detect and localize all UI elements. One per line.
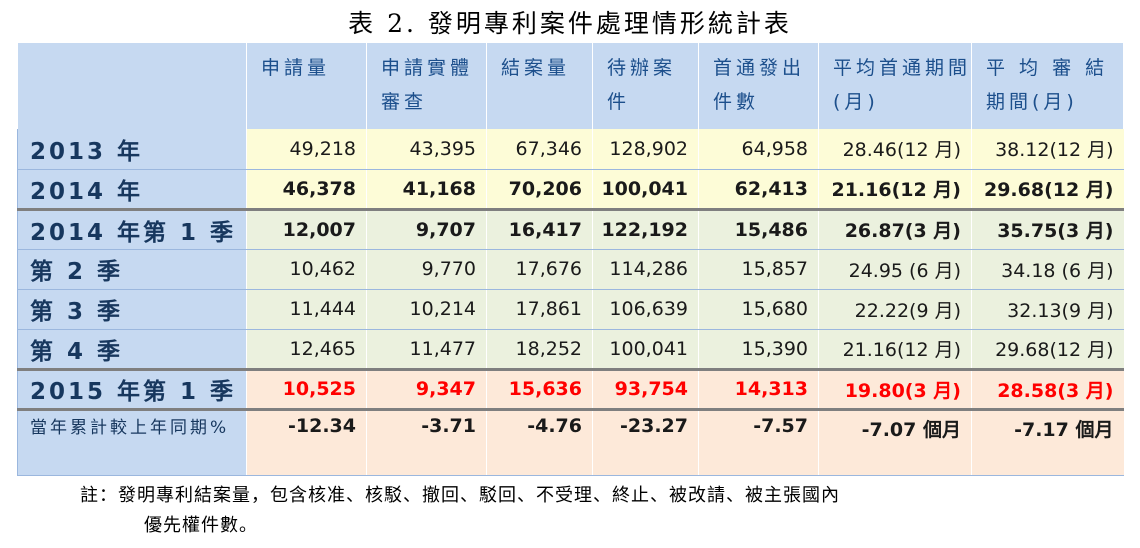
table-cell: -7.17 個月 [971, 407, 1124, 476]
table-row: 2014 年第 1 季 12,007 9,707 16,417 122,192 … [17, 207, 1124, 250]
footnote: 註：發明專利結案量，包含核准、核駁、撤回、駁回、不受理、終止、被改請、被主張國內… [80, 481, 1120, 541]
table-cell: 29.68(12 月) [971, 169, 1124, 210]
table-row: 第 4 季 12,465 11,477 18,252 100,041 15,39… [17, 329, 1124, 370]
table-cell: -7.07 個月 [818, 407, 972, 476]
header-closed-cases: 結案量 [486, 43, 593, 129]
table-cell: 11,444 [246, 289, 367, 330]
table-cell: 21.16(12 月) [818, 169, 972, 210]
table-row: 第 3 季 11,444 10,214 17,861 106,639 15,68… [17, 289, 1124, 330]
table-cell: 67,346 [486, 129, 593, 170]
row-label: 2014 年第 1 季 [17, 207, 247, 250]
table-cell: 38.12(12 月) [971, 129, 1124, 170]
header-exam-requests: 申請實體審查 [366, 43, 487, 129]
table-cell: 128,902 [592, 129, 699, 170]
table-row: 2015 年第 1 季 10,525 9,347 15,636 93,754 1… [17, 367, 1124, 410]
table-cell: 15,636 [486, 367, 593, 410]
row-label: 第 4 季 [17, 329, 247, 370]
table-cell: 32.13(9 月) [971, 289, 1124, 330]
table-row: 第 2 季 10,462 9,770 17,676 114,286 15,857… [17, 249, 1124, 290]
table-cell: 12,465 [246, 329, 367, 370]
table-cell: 16,417 [486, 207, 593, 250]
table-row: 當年累計較上年同期% -12.34 -3.71 -4.76 -23.27 -7.… [17, 407, 1124, 476]
table-cell: 43,395 [366, 129, 487, 170]
table-cell: 21.16(12 月) [818, 329, 972, 370]
header-avg-first-action-period: 平均首通期間(月) [818, 43, 972, 129]
table-cell: 15,390 [698, 329, 819, 370]
table-cell: 28.58(3 月) [971, 367, 1124, 410]
table-cell: 22.22(9 月) [818, 289, 972, 330]
table-cell: 29.68(12 月) [971, 329, 1124, 370]
header-avg-disposal-period: 平 均 審 結期間(月) [971, 43, 1124, 129]
row-label: 2014 年 [17, 169, 247, 210]
table-cell: 93,754 [592, 367, 699, 410]
table-title: 表 2. 發明專利案件處理情形統計表 [348, 9, 792, 38]
table-cell: 70,206 [486, 169, 593, 210]
table-row: 2013 年 49,218 43,395 67,346 128,902 64,9… [17, 129, 1124, 170]
table-cell: 122,192 [592, 207, 699, 250]
table-cell: 9,770 [366, 249, 487, 290]
footnote-line-2: 優先權件數。 [144, 515, 258, 536]
table-cell: 15,680 [698, 289, 819, 330]
table-cell: 100,041 [592, 329, 699, 370]
table-cell: 15,486 [698, 207, 819, 250]
table-cell: 64,958 [698, 129, 819, 170]
table-cell: 46,378 [246, 169, 367, 210]
table-cell: -4.76 [486, 407, 593, 476]
table-cell: 15,857 [698, 249, 819, 290]
table-cell: 17,676 [486, 249, 593, 290]
table-cell: -3.71 [366, 407, 487, 476]
table-cell: 10,462 [246, 249, 367, 290]
table-cell: 9,707 [366, 207, 487, 250]
header-corner [17, 43, 247, 129]
table-cell: 17,861 [486, 289, 593, 330]
table-cell: 35.75(3 月) [971, 207, 1124, 250]
table-cell: 62,413 [698, 169, 819, 210]
table-cell: -7.57 [698, 407, 819, 476]
table-cell: 100,041 [592, 169, 699, 210]
table-cell: 9,347 [366, 367, 487, 410]
table-cell: 28.46(12 月) [818, 129, 972, 170]
table-cell: 106,639 [592, 289, 699, 330]
table-cell: -12.34 [246, 407, 367, 476]
row-label: 第 3 季 [17, 289, 247, 330]
row-label: 當年累計較上年同期% [17, 407, 247, 476]
table-cell: 34.18 (6 月) [971, 249, 1124, 290]
table-cell: 19.80(3 月) [818, 367, 972, 410]
table-cell: 11,477 [366, 329, 487, 370]
header-pending-cases: 待辦案件 [592, 43, 699, 129]
table-cell: 10,525 [246, 367, 367, 410]
footnote-line-1: 註：發明專利結案量，包含核准、核駁、撤回、駁回、不受理、終止、被改請、被主張國內 [80, 485, 840, 506]
table-cell: 114,286 [592, 249, 699, 290]
row-label: 第 2 季 [17, 249, 247, 290]
header-first-actions: 首通發出件數 [698, 43, 819, 129]
header-applications: 申請量 [246, 43, 367, 129]
table-cell: 49,218 [246, 129, 367, 170]
table-row: 2014 年 46,378 41,168 70,206 100,041 62,4… [17, 169, 1124, 210]
row-label: 2013 年 [17, 129, 247, 170]
header-row: 申請量 申請實體審查 結案量 待辦案件 首通發出件數 平均首通期間(月) 平 均… [17, 43, 1124, 129]
table-cell: 26.87(3 月) [818, 207, 972, 250]
table-cell: 24.95 (6 月) [818, 249, 972, 290]
table-cell: 18,252 [486, 329, 593, 370]
table-cell: 41,168 [366, 169, 487, 210]
row-label: 2015 年第 1 季 [17, 367, 247, 410]
table-cell: 14,313 [698, 367, 819, 410]
table-cell: 12,007 [246, 207, 367, 250]
table-cell: 10,214 [366, 289, 487, 330]
patent-statistics-table: 申請量 申請實體審查 結案量 待辦案件 首通發出件數 平均首通期間(月) 平 均… [17, 43, 1124, 476]
table-cell: -23.27 [592, 407, 699, 476]
